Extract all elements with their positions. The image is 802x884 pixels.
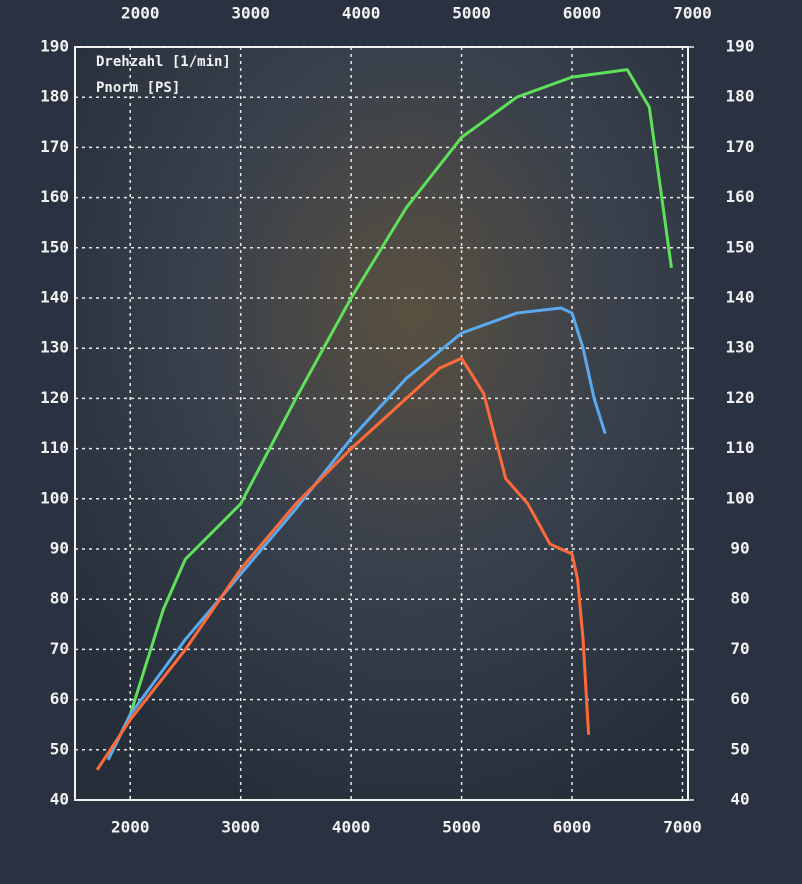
y2-tick-label: 100 (726, 488, 755, 507)
y-tick-label: 140 (40, 288, 69, 307)
y-tick-label: 50 (50, 739, 69, 758)
y2-tick-label: 70 (730, 639, 749, 658)
y-tick-label: 120 (40, 388, 69, 407)
y-tick-label: 80 (50, 589, 69, 608)
y-tick-label: 60 (50, 689, 69, 708)
x-tick-label: 7000 (663, 818, 702, 837)
x-tick-label: 5000 (442, 818, 481, 837)
x-top-tick-label: 2000 (121, 4, 160, 23)
x-top-tick-label: 5000 (452, 4, 491, 23)
y-tick-label: 170 (40, 137, 69, 156)
x-tick-label: 6000 (553, 818, 592, 837)
x-tick-label: 4000 (332, 818, 371, 837)
y2-tick-label: 60 (730, 689, 749, 708)
plot-area (74, 46, 689, 801)
y-tick-label: 190 (40, 37, 69, 56)
x-tick-label: 3000 (221, 818, 260, 837)
y2-tick-label: 170 (726, 137, 755, 156)
y2-tick-label: 160 (726, 187, 755, 206)
legend-text: Pnorm [PS] (96, 80, 180, 96)
y-tick-label: 130 (40, 338, 69, 357)
x-top-tick-label: 4000 (342, 4, 381, 23)
y-tick-label: 100 (40, 488, 69, 507)
data-line (95, 356, 591, 771)
y2-tick-label: 190 (726, 37, 755, 56)
y2-tick-label: 130 (726, 338, 755, 357)
y2-tick-label: 180 (726, 87, 755, 106)
x-top-tick-label: 7000 (673, 4, 712, 23)
y2-tick-label: 120 (726, 388, 755, 407)
y2-tick-label: 150 (726, 237, 755, 256)
y2-tick-label: 50 (730, 739, 749, 758)
x-top-tick-label: 6000 (563, 4, 602, 23)
data-line (106, 306, 607, 761)
y2-tick-label: 80 (730, 589, 749, 608)
y2-tick-label: 140 (726, 288, 755, 307)
y-tick-label: 70 (50, 639, 69, 658)
x-top-tick-label: 3000 (231, 4, 270, 23)
y-tick-label: 110 (40, 438, 69, 457)
y-tick-label: 90 (50, 539, 69, 558)
legend-text: Drehzahl [1/min] (96, 54, 231, 70)
x-tick-label: 2000 (111, 818, 150, 837)
y2-tick-label: 110 (726, 438, 755, 457)
y-tick-label: 150 (40, 237, 69, 256)
y-tick-label: 160 (40, 187, 69, 206)
data-line (106, 68, 673, 761)
y-tick-label: 180 (40, 87, 69, 106)
y2-tick-label: 40 (730, 790, 749, 809)
y-tick-label: 40 (50, 790, 69, 809)
y2-tick-label: 90 (730, 539, 749, 558)
